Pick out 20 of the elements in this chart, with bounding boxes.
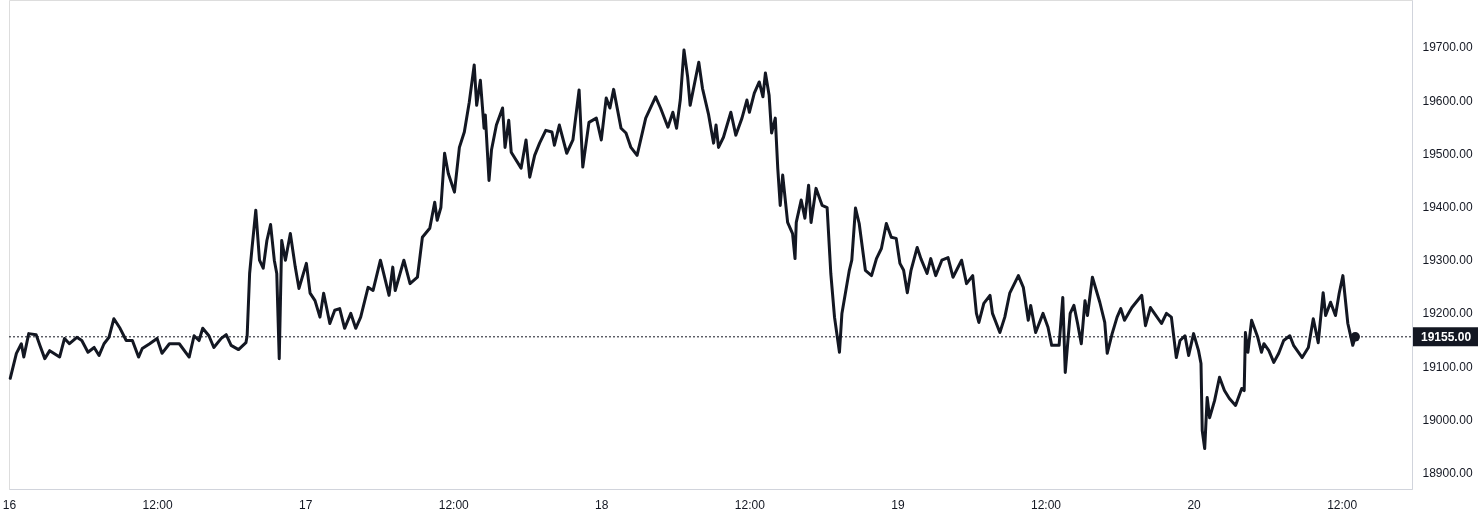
y-tick-label: 19100.00 (1422, 359, 1473, 374)
x-tick-label: 12:00 (1031, 497, 1062, 512)
y-tick-label: 19000.00 (1422, 412, 1473, 427)
x-tick-label: 18 (595, 497, 609, 512)
y-tick-label: 19500.00 (1422, 146, 1473, 161)
x-tick-label: 12:00 (142, 497, 173, 512)
x-tick-label: 12:00 (438, 497, 470, 512)
ref-line-label: 19155.00 (1421, 329, 1472, 344)
y-tick-label: 19400.00 (1422, 199, 1473, 214)
x-tick-label: 17 (298, 497, 313, 512)
y-tick-label: 19200.00 (1422, 306, 1473, 321)
y-tick-label: 19300.00 (1422, 253, 1473, 268)
x-tick-label: 16 (2, 497, 17, 512)
y-tick-label: 19600.00 (1422, 93, 1473, 108)
y-tick-label: 18900.00 (1422, 466, 1473, 480)
x-tick-label: 19 (891, 497, 905, 512)
x-tick-label: 20 (1187, 497, 1202, 512)
x-tick-label: 12:00 (1327, 497, 1358, 512)
y-tick-label: 19700.00 (1422, 40, 1473, 55)
x-tick-label: 12:00 (734, 497, 766, 512)
